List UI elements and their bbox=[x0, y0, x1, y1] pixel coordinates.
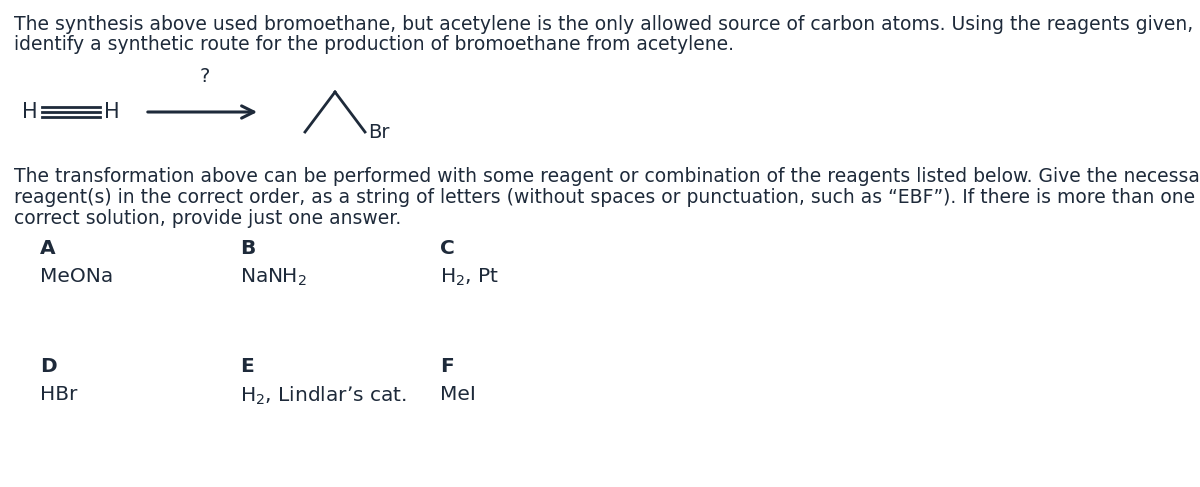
Text: A: A bbox=[40, 239, 55, 258]
Text: reagent(s) in the correct order, as a string of letters (without spaces or punct: reagent(s) in the correct order, as a st… bbox=[14, 188, 1195, 207]
Text: B: B bbox=[240, 239, 256, 258]
Text: H$_2$, Pt: H$_2$, Pt bbox=[440, 267, 499, 288]
Text: MeI: MeI bbox=[440, 385, 476, 404]
Text: The transformation above can be performed with some reagent or combination of th: The transformation above can be performe… bbox=[14, 167, 1200, 186]
Text: H: H bbox=[104, 102, 120, 122]
Text: F: F bbox=[440, 357, 454, 376]
Text: H: H bbox=[22, 102, 37, 122]
Text: Br: Br bbox=[368, 123, 390, 142]
Text: D: D bbox=[40, 357, 56, 376]
Text: C: C bbox=[440, 239, 455, 258]
Text: E: E bbox=[240, 357, 253, 376]
Text: correct solution, provide just one answer.: correct solution, provide just one answe… bbox=[14, 209, 401, 228]
Text: HBr: HBr bbox=[40, 385, 77, 404]
Text: identify a synthetic route for the production of bromoethane from acetylene.: identify a synthetic route for the produ… bbox=[14, 35, 734, 54]
Text: H$_2$, Lindlar’s cat.: H$_2$, Lindlar’s cat. bbox=[240, 385, 407, 407]
Text: The synthesis above used bromoethane, but acetylene is the only allowed source o: The synthesis above used bromoethane, bu… bbox=[14, 15, 1193, 34]
Text: MeONa: MeONa bbox=[40, 267, 113, 286]
Text: NaNH$_2$: NaNH$_2$ bbox=[240, 267, 306, 288]
Text: ?: ? bbox=[200, 68, 210, 87]
